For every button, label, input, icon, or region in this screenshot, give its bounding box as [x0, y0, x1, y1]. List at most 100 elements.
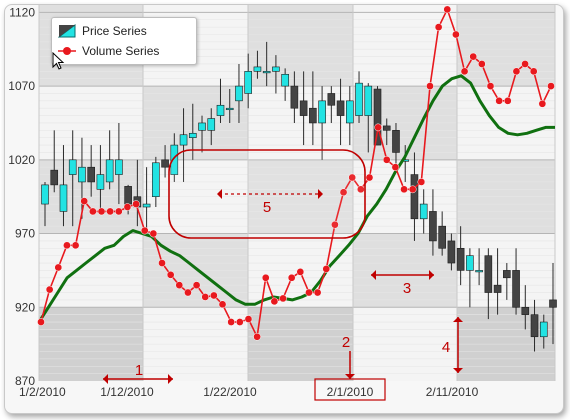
chart-legend: Price Series Volume Series: [51, 17, 197, 65]
candle-body: [152, 162, 160, 197]
candlestick-icon: [58, 24, 76, 38]
candle-body: [78, 166, 86, 183]
mouse-pointer-icon: [52, 52, 65, 70]
x-tick-label: 2/1/2010: [327, 385, 374, 399]
volume-point: [184, 288, 192, 297]
volume-point: [71, 241, 80, 250]
candle-body: [188, 132, 197, 139]
candle-body: [281, 74, 289, 87]
volume-point: [45, 285, 54, 294]
candle-body: [235, 85, 243, 102]
volume-point: [287, 273, 296, 282]
candle-body: [521, 306, 530, 315]
arrow-head: [318, 189, 323, 199]
volume-point: [80, 197, 89, 205]
volume-point: [512, 67, 521, 76]
legend-item-price-series[interactable]: Price Series: [58, 22, 147, 40]
moving-average-path: [37, 74, 555, 323]
candle-body: [87, 166, 95, 183]
y-axis: 1120 1070 1020 970 920 870: [8, 5, 35, 388]
volume-point: [417, 178, 426, 186]
arrow-head: [345, 374, 355, 379]
volume-point: [253, 332, 261, 341]
y-tick-label: 1020: [8, 153, 35, 167]
candle-body: [207, 118, 216, 131]
volume-point: [382, 155, 391, 164]
volume-point: [54, 263, 63, 272]
volume-point: [166, 270, 175, 279]
candle-body: [59, 184, 68, 212]
volume-point: [322, 265, 331, 273]
x-tick-label: 2/11/2010: [426, 385, 479, 399]
arrow-head: [168, 374, 173, 384]
volume-point: [408, 185, 417, 194]
candle-body: [493, 284, 502, 293]
candle-body: [309, 107, 317, 124]
volume-point: [158, 259, 166, 267]
background-band: [353, 5, 457, 87]
candle-body: [225, 107, 234, 111]
volume-point: [426, 82, 434, 90]
volume-point: [89, 207, 97, 216]
background-band: [248, 5, 353, 87]
candle-body: [539, 321, 548, 338]
volume-point: [452, 30, 460, 39]
candle-body: [503, 270, 511, 279]
volume-point: [339, 188, 348, 197]
candle-body: [410, 174, 419, 220]
candle-body: [456, 247, 465, 271]
candle-body: [253, 66, 262, 72]
volume-point: [210, 291, 218, 300]
annotation-label-4: 4: [442, 339, 450, 356]
volume-point: [477, 60, 486, 68]
candle-body: [142, 203, 151, 208]
volume-point: [106, 207, 115, 216]
candle-body: [50, 169, 59, 186]
volume-point: [313, 288, 322, 297]
price-series-candles: [41, 41, 557, 352]
candle-body: [244, 71, 252, 94]
annotation-label-1: 1: [135, 362, 143, 379]
legend-item-volume-series[interactable]: Volume Series: [58, 42, 159, 60]
y-tick-label: 920: [15, 300, 35, 314]
y-tick-label: 870: [15, 374, 35, 388]
volume-point: [175, 281, 184, 290]
volume-point: [97, 207, 106, 216]
candle-body: [124, 186, 132, 205]
legend-label-volume-series: Volume Series: [82, 44, 160, 58]
volume-point: [348, 173, 357, 182]
candle-body: [290, 85, 299, 109]
volume-point: [503, 96, 512, 105]
candle-body: [475, 270, 483, 273]
chart-frame: 1120 1070 1020 970 920 870 1/2/2010 1/12/2010 1…: [4, 4, 564, 414]
background-band: [457, 5, 555, 87]
volume-point: [235, 318, 244, 326]
arrow-head: [371, 270, 376, 280]
candle-body: [327, 93, 336, 106]
volume-point: [296, 268, 305, 276]
line-marker-icon: [58, 47, 76, 55]
volume-point: [469, 52, 478, 61]
volume-point: [201, 293, 210, 301]
candle-body: [549, 299, 557, 308]
candle-body: [355, 82, 363, 116]
arrow-head: [429, 270, 434, 280]
candle-body: [179, 134, 188, 146]
candle-body: [512, 270, 520, 308]
annotations: 1 2 3 4 5: [103, 149, 463, 384]
volume-point: [63, 241, 71, 250]
candle-body: [198, 122, 206, 131]
volume-point: [538, 99, 547, 108]
volume-point: [460, 67, 469, 76]
volume-point: [391, 163, 400, 172]
legend-label-price-series: Price Series: [82, 24, 147, 38]
x-tick-label: 1/22/2010: [203, 385, 257, 399]
candle-body: [392, 130, 400, 153]
candle-body: [345, 100, 354, 124]
volume-point: [547, 82, 555, 90]
volume-point: [486, 82, 495, 90]
candle-body: [447, 240, 456, 264]
candle-body: [272, 66, 280, 72]
x-tick-label: 1/12/2010: [100, 385, 154, 399]
